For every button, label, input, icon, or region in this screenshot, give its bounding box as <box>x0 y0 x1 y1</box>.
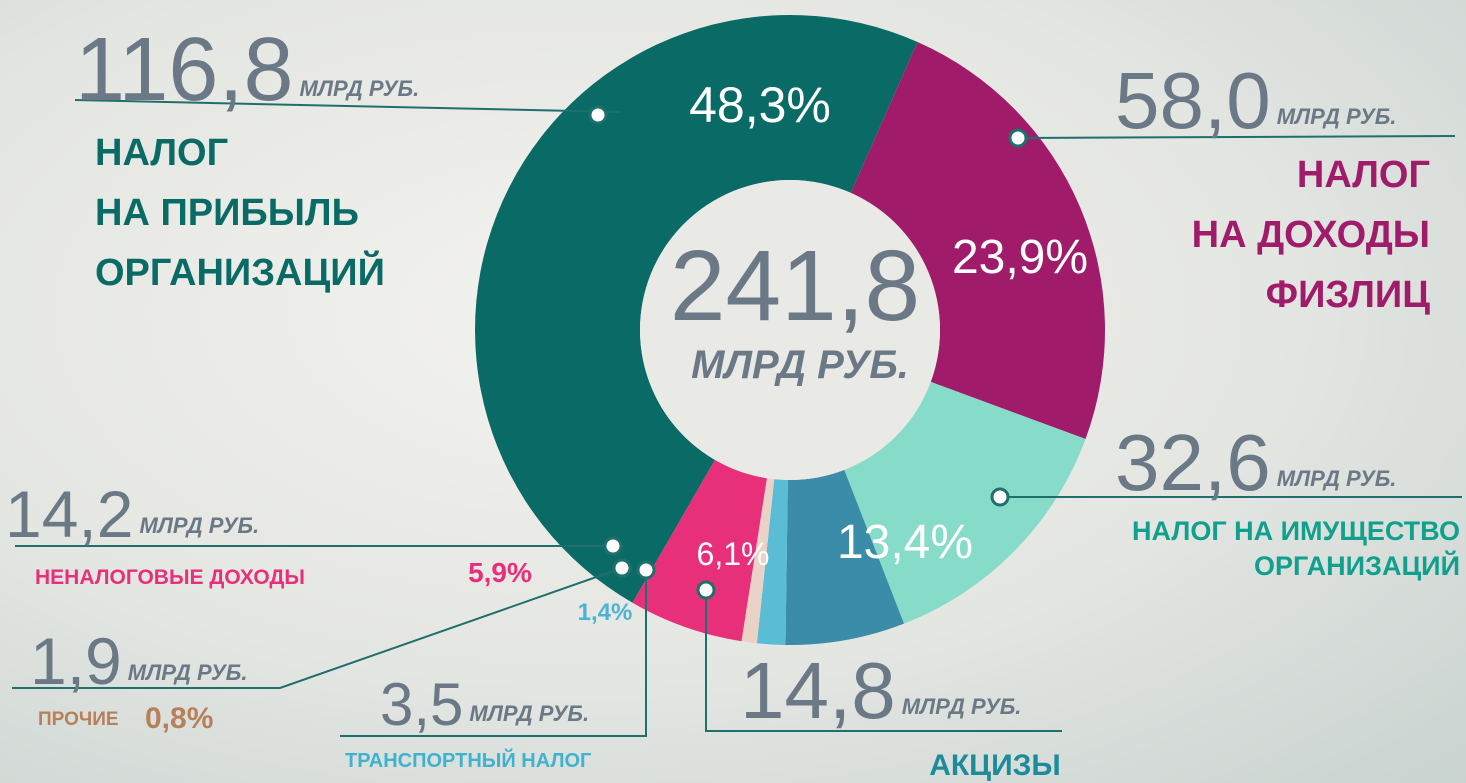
donut-segment <box>785 469 904 645</box>
donut-segment <box>632 459 767 642</box>
percent-label: 48,3% <box>689 77 831 133</box>
value-label: 116,8 <box>75 20 294 120</box>
percent-label: 13,4% <box>837 516 973 569</box>
unit-label: МЛРД РУБ. <box>1277 104 1397 129</box>
unit-label: МЛРД РУБ. <box>300 76 420 101</box>
category-label: ОРГАНИЗАЦИЙ <box>95 249 385 294</box>
total-unit: МЛРД РУБ. <box>691 343 909 387</box>
value-label: 14,2 <box>5 477 133 551</box>
value-label: 3,5 <box>380 671 463 738</box>
value-label: 14,8 <box>740 646 896 735</box>
unit-label: МЛРД РУБ. <box>1277 466 1397 491</box>
unit-label: МЛРД РУБ. <box>128 660 248 685</box>
percent-label: 0,8% <box>145 702 213 735</box>
leader-dot <box>588 105 608 125</box>
total: 241,8 <box>670 230 920 342</box>
donut-segment <box>756 479 788 645</box>
leader-line <box>74 99 621 113</box>
category-label: НЕНАЛОГОВЫЕ ДОХОДЫ <box>35 566 305 589</box>
category-label: ОРГАНИЗАЦИЙ <box>1254 550 1460 581</box>
percent-label: 1,4% <box>578 599 633 626</box>
category-label: ФИЗЛИЦ <box>1266 274 1431 316</box>
leader-line <box>1017 135 1456 139</box>
leader-line <box>340 570 647 737</box>
donut-segment <box>741 478 775 644</box>
donut-segment <box>850 42 1105 440</box>
percent-label: 23,9% <box>952 231 1088 284</box>
category-label: ТРАНСПОРТНЫЙ НАЛОГ <box>345 748 591 772</box>
category-label: НА ПРИБЫЛЬ <box>95 192 359 234</box>
leader-dot <box>1008 128 1028 148</box>
leader-dot <box>696 580 716 600</box>
unit-label: МЛРД РУБ. <box>139 513 259 538</box>
donut-hole <box>640 180 940 480</box>
category-label: НАЛОГ НА ИМУЩЕСТВО <box>1132 516 1460 546</box>
unit-label: МЛРД РУБ. <box>902 694 1022 719</box>
category-label: АКЦИЗЫ <box>929 749 1061 782</box>
donut-segment <box>844 381 1086 624</box>
leader-line <box>705 590 1062 732</box>
percent-label: 6,1% <box>697 536 770 572</box>
leader-dot <box>612 558 632 578</box>
value-label: 58,0 <box>1115 56 1271 145</box>
value-label: 1,9 <box>30 624 122 698</box>
category-label: НАЛОГ <box>1297 154 1430 196</box>
leader-dot <box>990 487 1010 507</box>
category-label: НА ДОХОДЫ <box>1192 214 1430 256</box>
unit-label: МЛРД РУБ. <box>469 701 589 726</box>
donut <box>474 14 1105 645</box>
value-label: 32,6 <box>1115 418 1271 507</box>
leader-dot <box>603 536 623 556</box>
percent-label: 5,9% <box>468 557 532 588</box>
leader-dot <box>636 560 656 580</box>
category-label: ПРОЧИЕ <box>38 709 119 730</box>
donut-segment <box>474 14 918 603</box>
leader-line <box>12 567 623 689</box>
category-label: НАЛОГ <box>95 132 228 174</box>
